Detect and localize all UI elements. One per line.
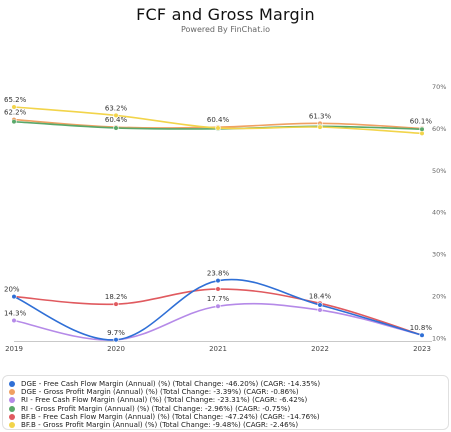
legend-item[interactable]: RI - Free Cash Flow Margin (Annual) (%) …: [9, 396, 442, 404]
data-label: 62.2%: [4, 109, 27, 117]
data-label: 23.8%: [207, 270, 230, 278]
legend-item[interactable]: BF.B - Free Cash Flow Margin (Annual) (%…: [9, 411, 442, 421]
y-tick-label: 20%: [432, 293, 446, 301]
data-point: [317, 124, 323, 130]
data-point: [419, 332, 425, 338]
x-tick-label: 2023: [413, 345, 431, 353]
legend-color-icon: [9, 405, 15, 412]
data-point: [215, 303, 221, 309]
data-point: [215, 278, 221, 284]
data-label: 18.2%: [105, 293, 128, 301]
legend-item[interactable]: DGE - Gross Profit Margin (Annual) (%) (…: [9, 387, 442, 397]
data-point: [317, 307, 323, 313]
data-point: [215, 286, 221, 292]
data-label: 60.1%: [410, 117, 433, 125]
y-tick-label: 40%: [432, 209, 446, 217]
y-tick-label: 70%: [432, 83, 446, 91]
data-point: [113, 112, 119, 118]
x-tick-label: 2020: [107, 345, 125, 353]
y-tick-label: 10%: [432, 335, 446, 343]
legend-color-icon: [9, 389, 15, 396]
legend-label: RI - Gross Profit Margin (Annual) (%) (T…: [21, 403, 291, 413]
legend: DGE - Free Cash Flow Margin (Annual) (%)…: [2, 375, 449, 430]
data-label: 20%: [4, 286, 20, 294]
legend-item[interactable]: DGE - Free Cash Flow Margin (Annual) (%)…: [9, 379, 442, 388]
data-label: 63.2%: [105, 104, 128, 112]
legend-color-icon: [9, 413, 15, 420]
chart-title: FCF and Gross Margin: [136, 5, 315, 24]
y-tick-label: 60%: [432, 125, 446, 133]
legend-label: BF.B - Gross Profit Margin (Annual) (%) …: [21, 419, 299, 429]
x-tick-label: 2019: [5, 345, 23, 353]
x-tick-label: 2021: [209, 345, 227, 353]
legend-color-icon: [9, 381, 15, 388]
chart-subtitle: Powered By FinChat.io: [181, 25, 270, 34]
data-label: 60.4%: [105, 116, 128, 124]
y-tick-label: 50%: [432, 167, 446, 175]
data-label: 61.3%: [309, 112, 332, 120]
data-label: 9.7%: [107, 329, 125, 337]
data-label: 60.4%: [207, 116, 230, 124]
data-label: 65.2%: [4, 96, 27, 104]
legend-item[interactable]: BF.B - Gross Profit Margin (Annual) (%) …: [9, 419, 442, 429]
data-label: 10.8%: [410, 324, 433, 332]
data-labels: 20% 9.7% 23.8% 62.2% 60.4% 60.4% 61.3% 60.1% 14.…: [4, 96, 432, 337]
legend-label: BF.B - Free Cash Flow Margin (Annual) (%…: [21, 411, 320, 421]
data-point: [113, 125, 119, 131]
y-tick-label: 30%: [432, 251, 446, 259]
data-label: 14.3%: [4, 310, 27, 318]
data-label: 17.7%: [207, 295, 230, 303]
legend-color-icon: [9, 397, 15, 404]
data-point: [11, 317, 17, 324]
legend-label: DGE - Free Cash Flow Margin (Annual) (%)…: [21, 379, 321, 388]
data-point: [113, 301, 119, 307]
data-label: 18.4%: [309, 292, 332, 300]
legend-label: RI - Free Cash Flow Margin (Annual) (%) …: [21, 395, 308, 405]
data-point: [215, 125, 221, 131]
data-point: [113, 337, 119, 343]
data-point: [317, 302, 323, 308]
data-point: [11, 294, 17, 300]
series-line: [13, 302, 423, 341]
legend-label: DGE - Gross Profit Margin (Annual) (%) (…: [21, 387, 299, 397]
data-point: [419, 130, 425, 137]
legend-item[interactable]: RI - Gross Profit Margin (Annual) (%) (T…: [9, 403, 442, 413]
legend-color-icon: [9, 422, 15, 429]
data-point: [11, 104, 17, 110]
data-point: [11, 119, 17, 125]
series-points: [11, 104, 425, 343]
x-tick-label: 2022: [311, 345, 329, 353]
